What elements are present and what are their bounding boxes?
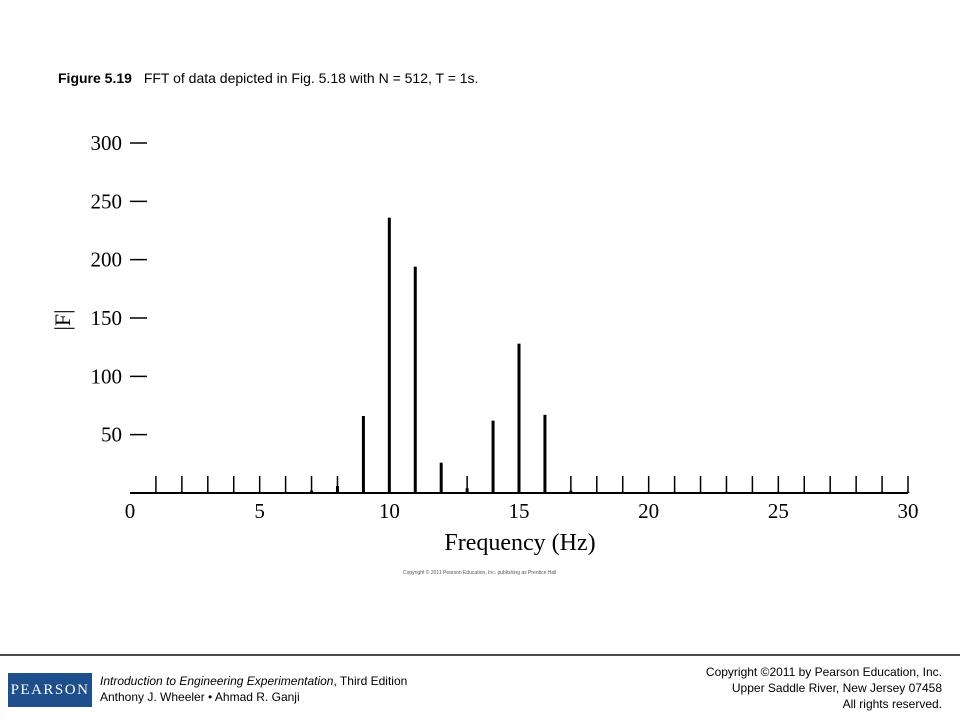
copyright-line-1: Copyright ©2011 by Pearson Education, In…: [705, 665, 942, 679]
figure-caption-text: FFT of data depicted in Fig. 5.18 with N…: [143, 70, 479, 86]
book-edition: , Third Edition: [333, 674, 408, 688]
fft-bar: [387, 217, 391, 493]
x-tick-label: 0: [125, 499, 136, 523]
fft-bar: [154, 492, 158, 494]
y-axis: 50 100 150 200 250 300: [91, 131, 147, 447]
fft-bar: [699, 491, 703, 493]
bars: [154, 217, 910, 494]
fft-bar: [361, 416, 365, 493]
image-credit: Copyright © 2011 Pearson Education, Inc.…: [403, 570, 557, 576]
fft-bar: [180, 491, 184, 493]
x-tick-label: 10: [379, 499, 400, 523]
fft-bar: [491, 420, 495, 493]
y-tick-label: 250: [91, 189, 123, 213]
y-tick-label: 50: [101, 423, 122, 447]
fft-bar: [569, 490, 573, 493]
fft-bar: [284, 491, 288, 493]
fft-bar: [621, 491, 625, 493]
book-title: Introduction to Engineering Experimentat…: [100, 674, 334, 688]
fft-bar: [906, 491, 910, 493]
fft-bar: [335, 486, 339, 493]
footer-divider: [0, 654, 960, 656]
fft-bar: [724, 491, 728, 493]
fft-bar: [595, 491, 599, 493]
fft-bar: [802, 491, 806, 493]
fft-bar: [673, 491, 677, 493]
copyright-line-2: Upper Saddle River, New Jersey 07458: [731, 681, 942, 695]
x-tick-label: 25: [768, 499, 789, 523]
fft-bar: [543, 414, 547, 493]
fft-bar: [880, 491, 884, 493]
pearson-logo: PEARSON: [8, 673, 92, 707]
x-tick-label: 5: [254, 499, 265, 523]
book-authors: Anthony J. Wheeler • Ahmad R. Ganji: [100, 690, 300, 704]
fft-bar: [310, 490, 314, 493]
fft-bar: [258, 491, 262, 493]
x-tick-label: 30: [898, 499, 919, 523]
y-tick-label: 200: [91, 248, 123, 272]
y-axis-label: |F|: [50, 309, 75, 330]
fft-bar: [647, 491, 651, 493]
fft-chart: 50 100 150 200 250 300 0 5 10 15 20 25 30 Frequency…: [50, 131, 919, 556]
fft-bar: [854, 491, 858, 493]
copyright-block: Copyright ©2011 by Pearson Education, In…: [706, 664, 942, 712]
fft-bar: [465, 488, 469, 493]
x-axis-label: Frequency (Hz): [444, 530, 595, 556]
y-tick-label: 300: [91, 131, 123, 155]
x-tick-label: 15: [509, 499, 530, 523]
x-axis: 0 5 10 15 20 25 30: [125, 476, 919, 523]
figure-caption: Figure 5.19 FFT of data depicted in Fig.…: [58, 70, 478, 86]
figure-label: Figure 5.19: [58, 70, 132, 86]
fft-bar: [750, 491, 754, 493]
fft-bar: [413, 266, 417, 493]
fft-bar: [828, 491, 832, 493]
fft-bar: [206, 491, 210, 493]
fft-bar: [439, 462, 443, 493]
y-tick-label: 100: [91, 364, 123, 388]
fft-bar: [232, 491, 236, 493]
fft-bar: [517, 343, 521, 493]
fft-bar: [776, 491, 780, 493]
y-tick-label: 150: [91, 306, 123, 330]
copyright-line-3: All rights reserved.: [842, 697, 942, 711]
book-info: Introduction to Engineering Experimentat…: [100, 673, 407, 705]
x-tick-label: 20: [638, 499, 659, 523]
